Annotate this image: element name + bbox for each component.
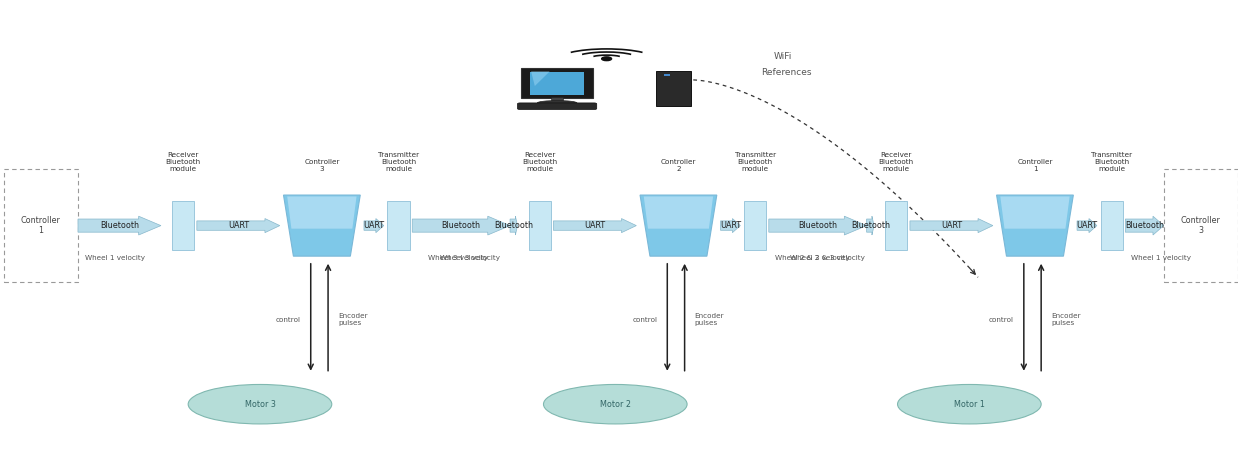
Text: Receiver
Bluetooth
module: Receiver Bluetooth module [522, 151, 557, 172]
Text: Motor 1: Motor 1 [954, 400, 984, 409]
Polygon shape [1125, 216, 1164, 235]
Text: Wheel 2 & 3 velocity: Wheel 2 & 3 velocity [775, 255, 849, 261]
Text: Bluetooth: Bluetooth [851, 221, 890, 230]
Bar [664, 74, 670, 76]
Text: Wheel 3 velocity: Wheel 3 velocity [441, 255, 500, 261]
Text: Wheel 1 velocity: Wheel 1 velocity [1132, 255, 1191, 261]
Polygon shape [1000, 196, 1070, 228]
Text: UART: UART [228, 221, 249, 230]
Text: Bluetooth: Bluetooth [100, 221, 139, 230]
Text: Encoder
pulses: Encoder pulses [1051, 313, 1081, 326]
Ellipse shape [543, 384, 687, 424]
Text: Wheel 2 & 3 velocity: Wheel 2 & 3 velocity [790, 255, 864, 261]
Polygon shape [867, 216, 874, 235]
Text: UART: UART [719, 221, 742, 230]
Ellipse shape [537, 101, 577, 105]
Bar [1101, 201, 1123, 250]
Polygon shape [721, 219, 740, 233]
Text: Transmitter
Bluetooth
module: Transmitter Bluetooth module [734, 151, 776, 172]
Polygon shape [284, 195, 360, 256]
Text: Bluetooth: Bluetooth [494, 221, 534, 230]
Polygon shape [364, 219, 384, 233]
Text: Controller
3: Controller 3 [1181, 216, 1221, 235]
Text: Controller
2: Controller 2 [661, 158, 696, 172]
Bar [172, 201, 194, 250]
Text: Controller
1: Controller 1 [21, 216, 61, 235]
Text: UART: UART [363, 221, 385, 230]
FancyBboxPatch shape [521, 68, 593, 98]
Text: Receiver
Bluetooth
module: Receiver Bluetooth module [166, 151, 201, 172]
Text: UART: UART [584, 221, 605, 230]
Text: References: References [761, 68, 812, 78]
Circle shape [602, 57, 612, 61]
Polygon shape [510, 216, 517, 235]
Text: UART: UART [1076, 221, 1098, 230]
Text: Controller
3: Controller 3 [305, 158, 339, 172]
Ellipse shape [898, 384, 1041, 424]
Bar [656, 70, 691, 106]
Bar [529, 201, 551, 250]
Text: Controller
1: Controller 1 [1018, 158, 1052, 172]
Polygon shape [997, 195, 1073, 256]
Bar [551, 97, 563, 103]
Bar [744, 201, 766, 250]
Polygon shape [644, 196, 713, 228]
Bar [530, 72, 584, 95]
Bar [885, 201, 907, 250]
FancyBboxPatch shape [517, 103, 597, 110]
Text: Wheel 3 velocity: Wheel 3 velocity [428, 255, 488, 261]
Text: Encoder
pulses: Encoder pulses [338, 313, 368, 326]
Text: WiFi: WiFi [774, 52, 792, 61]
Ellipse shape [188, 384, 332, 424]
Polygon shape [640, 195, 717, 256]
Text: Transmitter
Bluetooth
module: Transmitter Bluetooth module [378, 151, 420, 172]
Bar [387, 201, 410, 250]
Bar [4, 169, 78, 282]
Text: Bluetooth: Bluetooth [442, 221, 480, 230]
Text: control: control [633, 317, 657, 322]
Text: control: control [989, 317, 1014, 322]
Polygon shape [1077, 219, 1097, 233]
Text: Transmitter
Bluetooth
module: Transmitter Bluetooth module [1091, 151, 1133, 172]
Polygon shape [197, 219, 280, 233]
Text: control: control [276, 317, 301, 322]
Text: UART: UART [941, 221, 962, 230]
Text: Receiver
Bluetooth
module: Receiver Bluetooth module [879, 151, 914, 172]
Bar [1164, 169, 1238, 282]
Polygon shape [553, 219, 636, 233]
Polygon shape [78, 216, 161, 235]
Text: Bluetooth: Bluetooth [1125, 221, 1164, 230]
Polygon shape [769, 216, 867, 235]
Text: Bluetooth: Bluetooth [799, 221, 837, 230]
Polygon shape [910, 219, 993, 233]
Text: Motor 2: Motor 2 [599, 400, 631, 409]
Text: Motor 3: Motor 3 [245, 400, 275, 409]
Text: Wheel 1 velocity: Wheel 1 velocity [85, 255, 145, 261]
Polygon shape [531, 71, 550, 86]
Polygon shape [412, 216, 510, 235]
Polygon shape [287, 196, 357, 228]
Text: Encoder
pulses: Encoder pulses [695, 313, 724, 326]
